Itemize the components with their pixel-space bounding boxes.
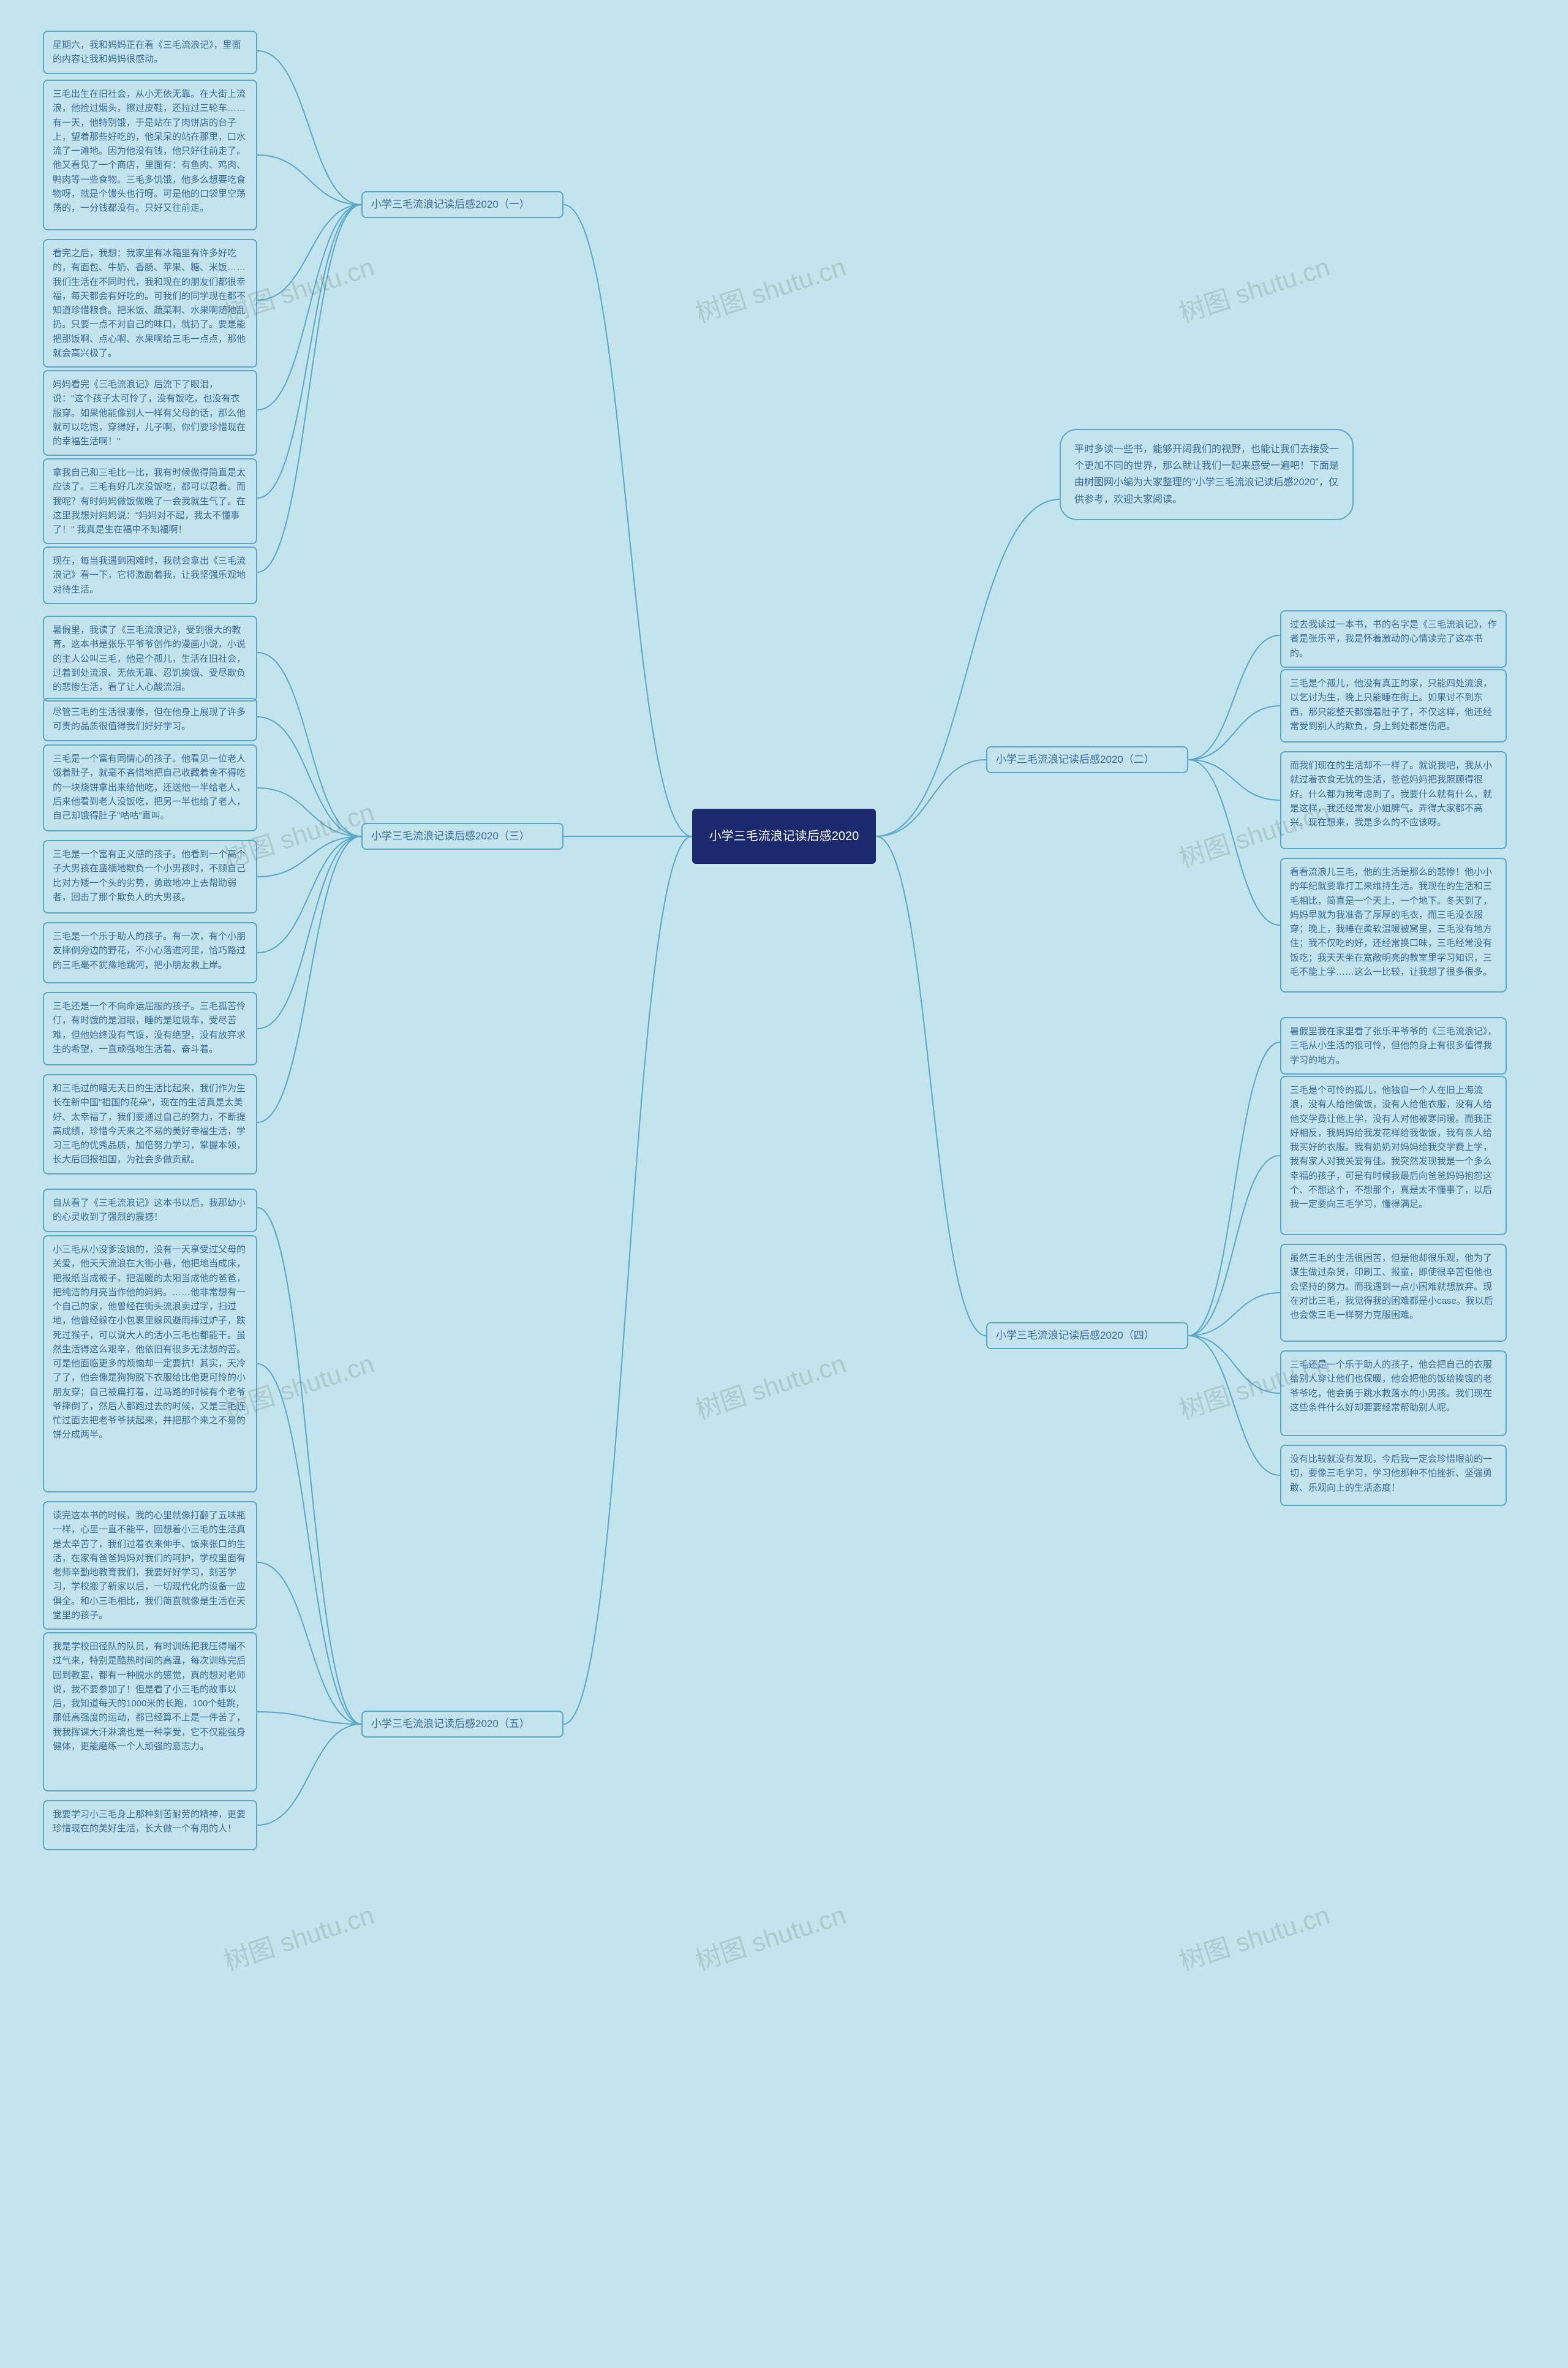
- leaf-node: 看看流浪儿三毛，他的生活是那么的悲惨！他小小的年纪就要靠打工来维持生活。我现在的…: [1280, 858, 1507, 993]
- root-node: 小学三毛流浪记读后感2020: [692, 809, 876, 864]
- subnode-label: 小学三毛流浪记读后感2020（一）: [371, 197, 530, 213]
- intro-node: 平时多读一些书，能够开阔我们的视野，也能让我们去接受一个更加不同的世界，那么就让…: [1060, 429, 1354, 520]
- leaf-node: 读完这本书的时候，我的心里就像打翻了五味瓶一样，心里一直不能平，回想着小三毛的生…: [43, 1501, 257, 1630]
- leaf-node: 三毛是一个富有同情心的孩子。他看见一位老人饿着肚子，就毫不吝惜地把自己收藏着舍不…: [43, 744, 257, 831]
- leaf-node: 三毛是个可怜的孤儿，他独自一个人在旧上海流浪，没有人给他做饭，没有人给他衣服，没…: [1280, 1076, 1507, 1235]
- subnode: 小学三毛流浪记读后感2020（二）: [986, 746, 1188, 773]
- leaf-node: 没有比较就没有发现，今后我一定会珍惜眼前的一切，要像三毛学习，学习他那种不怕挫折…: [1280, 1445, 1507, 1506]
- watermark: 树图 shutu.cn: [1174, 246, 1334, 330]
- leaf-node: 我是学校田径队的队员，有时训练把我压得喘不过气来，特别是酷热时间的高温，每次训练…: [43, 1632, 257, 1791]
- leaf-node: 三毛还是一个乐于助人的孩子，他会把自己的衣服给别人穿让他们也保暖，他会把他的饭给…: [1280, 1350, 1507, 1436]
- leaf-node: 三毛还是一个不向命运屈服的孩子。三毛孤苦伶仃，有时饿的是泪眼，睡的是垃圾车，受尽…: [43, 992, 257, 1065]
- subnode: 小学三毛流浪记读后感2020（五）: [361, 1711, 564, 1738]
- intro-text: 平时多读一些书，能够开阔我们的视野，也能让我们去接受一个更加不同的世界，那么就让…: [1074, 444, 1339, 505]
- root-label: 小学三毛流浪记读后感2020: [709, 827, 859, 846]
- leaf-node: 虽然三毛的生活很困苦，但是他却很乐观，他为了谋生做过杂货，印刷工、报童，即使很辛…: [1280, 1244, 1507, 1342]
- watermark: 树图 shutu.cn: [690, 1894, 850, 1978]
- watermark: 树图 shutu.cn: [690, 1343, 850, 1427]
- leaf-node: 现在，每当我遇到困难时，我就会拿出《三毛流浪记》看一下，它将激励着我，让我坚强乐…: [43, 547, 257, 604]
- leaf-node: 和三毛过的暗无天日的生活比起来，我们作为生长在新中国"祖国的花朵"，现在的生活真…: [43, 1074, 257, 1175]
- watermark: 树图 shutu.cn: [690, 246, 850, 330]
- leaf-node: 自从看了《三毛流浪记》这本书以后，我那幼小的心灵收到了强烈的震撼！: [43, 1189, 257, 1232]
- leaf-node: 妈妈看完《三毛流浪记》后流下了眼泪，说："这个孩子太可怜了，没有饭吃，也没有衣服…: [43, 370, 257, 456]
- leaf-node: 星期六，我和妈妈正在看《三毛流浪记》，里面的内容让我和妈妈很感动。: [43, 31, 257, 74]
- subnode-label: 小学三毛流浪记读后感2020（三）: [371, 828, 530, 844]
- leaf-node: 过去我读过一本书，书的名字是《三毛流浪记》，作者是张乐平，我是怀着激动的心情读完…: [1280, 610, 1507, 668]
- leaf-node: 三毛是一个富有正义感的孩子。他看到一个高个子大男孩在蛮横地欺负一个小男孩时，不顾…: [43, 840, 257, 914]
- leaf-node: 暑假里我在家里看了张乐平爷爷的《三毛流浪记》，三毛从小生活的很可怜，但他的身上有…: [1280, 1017, 1507, 1075]
- subnode-label: 小学三毛流浪记读后感2020（四）: [996, 1328, 1155, 1344]
- leaf-node: 看完之后，我想：我家里有冰箱里有许多好吃的，有面包、牛奶、香肠、苹果、糖、米饭……: [43, 239, 257, 368]
- subnode-label: 小学三毛流浪记读后感2020（五）: [371, 1716, 530, 1732]
- watermark: 树图 shutu.cn: [1174, 1894, 1334, 1978]
- leaf-node: 小三毛从小没爹没娘的，没有一天享受过父母的关爱，他天天流浪在大街小巷，他把地当成…: [43, 1235, 257, 1492]
- leaf-node: 我要学习小三毛身上那种刻苦耐劳的精神，更要珍惜现在的美好生活，长大做一个有用的人…: [43, 1800, 257, 1850]
- subnode: 小学三毛流浪记读后感2020（四）: [986, 1322, 1188, 1349]
- leaf-node: 而我们现在的生活却不一样了。就说我吧，我从小就过着衣食无忧的生活，爸爸妈妈把我照…: [1280, 751, 1507, 849]
- subnode: 小学三毛流浪记读后感2020（一）: [361, 191, 564, 218]
- leaf-node: 三毛是个孤儿，他没有真正的家，只能四处流浪，以乞讨为生，晚上只能睡在街上。如果讨…: [1280, 669, 1507, 743]
- watermark: 树图 shutu.cn: [219, 1894, 379, 1978]
- leaf-node: 三毛出生在旧社会，从小无依无靠。在大街上流浪，他捡过烟头，擦过皮鞋，还拉过三轮车…: [43, 80, 257, 230]
- leaf-node: 尽管三毛的生活很凄惨，但在他身上展现了许多可贵的品质很值得我们好好学习。: [43, 698, 257, 741]
- leaf-node: 拿我自己和三毛比一比，我有时候做得简直是太应该了。三毛有好几次没饭吃，都可以忍着…: [43, 458, 257, 544]
- leaf-node: 三毛是一个乐于助人的孩子。有一次，有个小朋友摔倒旁边的野花，不小心落进河里，恰巧…: [43, 922, 257, 983]
- mindmap-canvas: 小学三毛流浪记读后感2020 平时多读一些书，能够开阔我们的视野，也能让我们去接…: [0, 0, 1568, 2368]
- leaf-node: 暑假里，我读了《三毛流浪记》，受到很大的教育。这本书是张乐平爷爷创作的漫画小说，…: [43, 616, 257, 702]
- subnode-label: 小学三毛流浪记读后感2020（二）: [996, 752, 1155, 768]
- subnode: 小学三毛流浪记读后感2020（三）: [361, 823, 564, 850]
